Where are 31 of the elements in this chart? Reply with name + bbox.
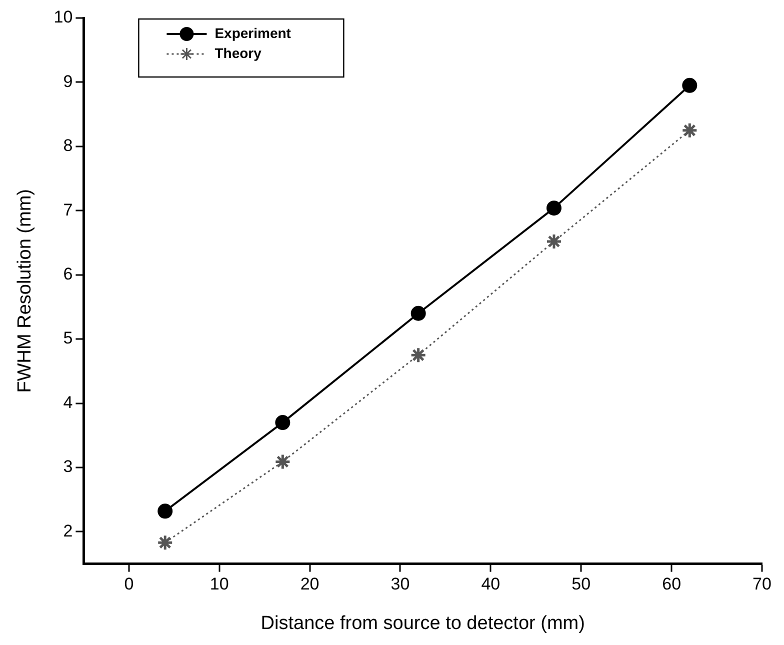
x-tick-label: 40: [481, 574, 500, 594]
x-tick-label: 10: [210, 574, 229, 594]
point: [410, 306, 426, 321]
x-axis-title: Distance from source to detector (mm): [260, 612, 585, 634]
y-tick-label: 4: [63, 392, 73, 412]
point: [410, 346, 427, 364]
point: [681, 122, 698, 139]
y-tick-label: 6: [63, 264, 73, 284]
y-tick-label: 10: [54, 8, 73, 27]
point: [546, 233, 562, 250]
x-tick-label: 60: [662, 574, 682, 594]
y-tick-label: 5: [63, 328, 73, 348]
point: [274, 453, 291, 470]
point: [156, 534, 174, 551]
y-tick-label: 8: [63, 136, 73, 156]
x-tick-label: 20: [300, 574, 320, 594]
y-tick-label: 3: [63, 457, 73, 476]
x-tick-label: 70: [752, 574, 772, 594]
y-tick-label: 2: [63, 521, 73, 540]
x-tick-label: 0: [124, 574, 134, 594]
legend-label: Experiment: [214, 24, 292, 41]
point: [546, 200, 562, 216]
legend-label: Theory: [214, 44, 262, 61]
y-tick-label: 7: [63, 200, 73, 220]
point: [158, 504, 173, 519]
y-axis-title: FWHM Resolution (mm): [14, 189, 36, 393]
x-tick-label: 50: [572, 574, 591, 594]
x-tick-label: 30: [390, 574, 410, 594]
y-tick-label: 9: [63, 72, 73, 91]
point: [682, 78, 698, 93]
point: [275, 415, 290, 430]
